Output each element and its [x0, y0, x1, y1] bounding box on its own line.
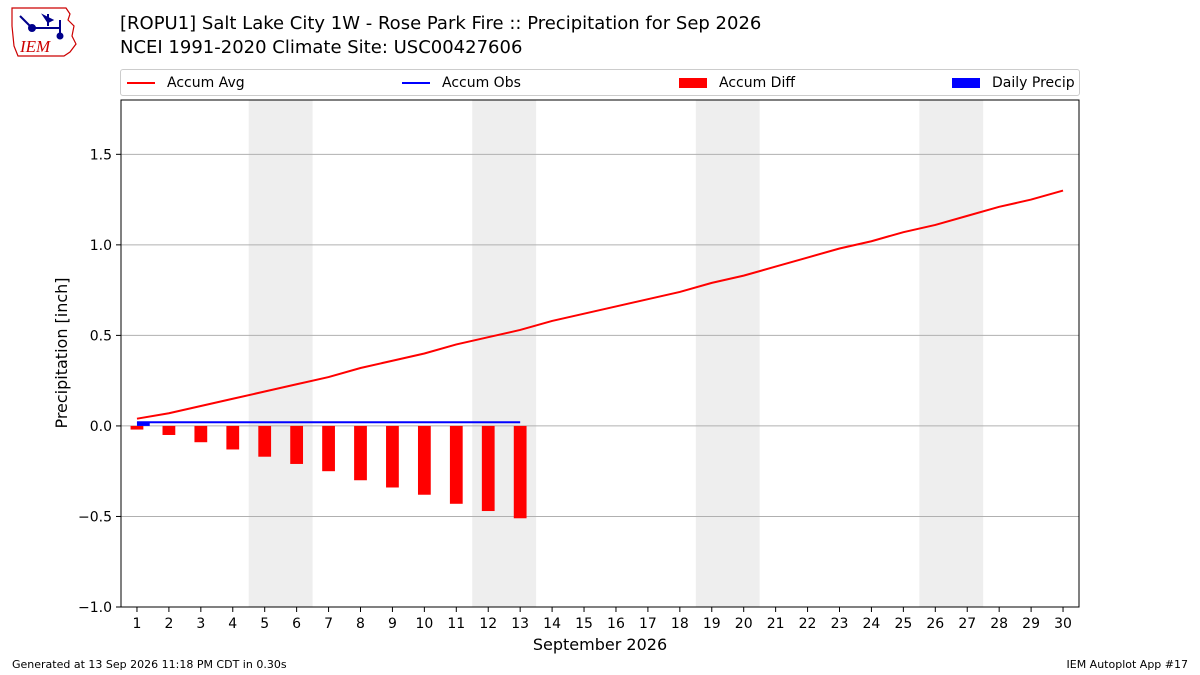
accum-diff-bar — [194, 425, 208, 443]
y-tick-label: 1.0 — [90, 238, 112, 254]
daily-precip-bar — [136, 422, 150, 426]
x-tick-label: 2 — [164, 616, 173, 632]
x-tick-label: 6 — [292, 616, 301, 632]
x-tick-label: 21 — [767, 616, 785, 632]
app-credit: IEM Autoplot App #17 — [1066, 658, 1189, 671]
iowa-outline — [11, 7, 77, 57]
x-tick-label: 4 — [228, 616, 237, 632]
x-tick-label: 28 — [990, 616, 1008, 632]
x-tick-label: 15 — [575, 616, 593, 632]
legend-item-accum-diff: Accum Diff — [679, 70, 795, 95]
weather-station-icon — [19, 13, 64, 40]
x-tick-label: 27 — [958, 616, 976, 632]
x-tick-label: 8 — [356, 616, 365, 632]
x-tick-label: 7 — [324, 616, 333, 632]
accum-diff-bar — [226, 425, 240, 450]
accum-diff-bar — [162, 425, 176, 435]
accum-diff-bar — [481, 425, 495, 512]
x-tick-label: 1 — [133, 616, 142, 632]
weekend-span-2 — [472, 100, 537, 607]
legend-line-accum-avg — [127, 81, 155, 84]
x-tick-label: 16 — [607, 616, 625, 632]
legend-label-accum-diff: Accum Diff — [719, 74, 796, 91]
y-tick-label: −0.5 — [78, 509, 112, 525]
accum-diff-bar — [386, 425, 399, 488]
x-tick-label: 23 — [831, 616, 849, 632]
x-tick-label: 5 — [260, 616, 269, 632]
accum-diff-bar — [354, 425, 367, 481]
weekend-span-1 — [248, 100, 313, 607]
x-tick-label: 9 — [388, 616, 397, 632]
x-tick-label: 24 — [863, 616, 881, 632]
x-tick-label: 14 — [543, 616, 561, 632]
accum-diff-bar — [130, 425, 144, 430]
weekend-span-3 — [695, 100, 760, 607]
accum-avg-line — [136, 189, 1064, 420]
x-tick-label: 3 — [196, 616, 205, 632]
legend-label-daily-precip: Daily Precip — [992, 74, 1075, 91]
accum-diff-bar — [290, 425, 304, 464]
y-axis-ticks: −1.0 −0.5 0.0 0.5 1.0 1.5 — [78, 147, 121, 616]
chart-legend: Accum Avg Accum Obs Accum Diff Daily Pre… — [120, 69, 1080, 96]
generated-timestamp: Generated at 13 Sep 2026 11:18 PM CDT in… — [12, 658, 287, 671]
legend-item-accum-avg: Accum Avg — [127, 70, 245, 95]
x-tick-label: 10 — [415, 616, 433, 632]
weekend-shading — [248, 100, 984, 607]
iem-logo: IEM — [11, 7, 77, 57]
x-tick-label: 25 — [894, 616, 912, 632]
x-tick-label: 26 — [926, 616, 944, 632]
accum-diff-bar — [322, 425, 335, 472]
x-axis-label: September 2026 — [533, 635, 667, 654]
accum-diff-bars — [130, 422, 527, 519]
x-tick-label: 13 — [511, 616, 529, 632]
x-tick-label: 12 — [479, 616, 497, 632]
y-axis-label: Precipitation [inch] — [52, 277, 71, 428]
legend-item-daily-precip: Daily Precip — [952, 70, 1075, 95]
x-tick-label: 29 — [1022, 616, 1040, 632]
plot-frame — [120, 99, 1080, 608]
logo-text: IEM — [19, 37, 51, 56]
y-tick-label: 0.0 — [90, 419, 112, 435]
x-tick-label: 11 — [447, 616, 465, 632]
accum-diff-bar — [449, 425, 463, 504]
y-tick-label: −1.0 — [78, 600, 112, 616]
legend-item-accum-obs: Accum Obs — [402, 70, 521, 95]
legend-line-accum-obs — [402, 81, 430, 84]
x-tick-label: 17 — [639, 616, 657, 632]
accum-diff-bar — [513, 425, 527, 519]
accum-diff-bar — [417, 425, 431, 495]
legend-label-accum-avg: Accum Avg — [167, 74, 245, 91]
series-lines — [136, 189, 1064, 424]
y-tick-label: 1.5 — [90, 147, 112, 163]
legend-patch-daily-precip — [952, 77, 980, 88]
x-tick-label: 22 — [799, 616, 817, 632]
x-tick-label: 20 — [735, 616, 753, 632]
x-tick-label: 30 — [1054, 616, 1072, 632]
weekend-span-4 — [919, 100, 984, 607]
legend-label-accum-obs: Accum Obs — [442, 74, 521, 91]
legend-patch-accum-diff — [679, 77, 707, 88]
accum-diff-bar — [258, 425, 272, 457]
x-axis-ticks: 1 2 3 4 5 6 7 8 9 10 11 12 13 14 15 16 17 18 19 20 21 22 23 24 2… — [133, 607, 1072, 632]
chart-title: [ROPU1] Salt Lake City 1W - Rose Park Fi… — [120, 13, 762, 34]
chart-subtitle: NCEI 1991-2020 Climate Site: USC00427606 — [120, 37, 523, 58]
x-tick-label: 18 — [671, 616, 689, 632]
x-tick-label: 19 — [703, 616, 721, 632]
y-tick-label: 0.5 — [90, 328, 112, 344]
